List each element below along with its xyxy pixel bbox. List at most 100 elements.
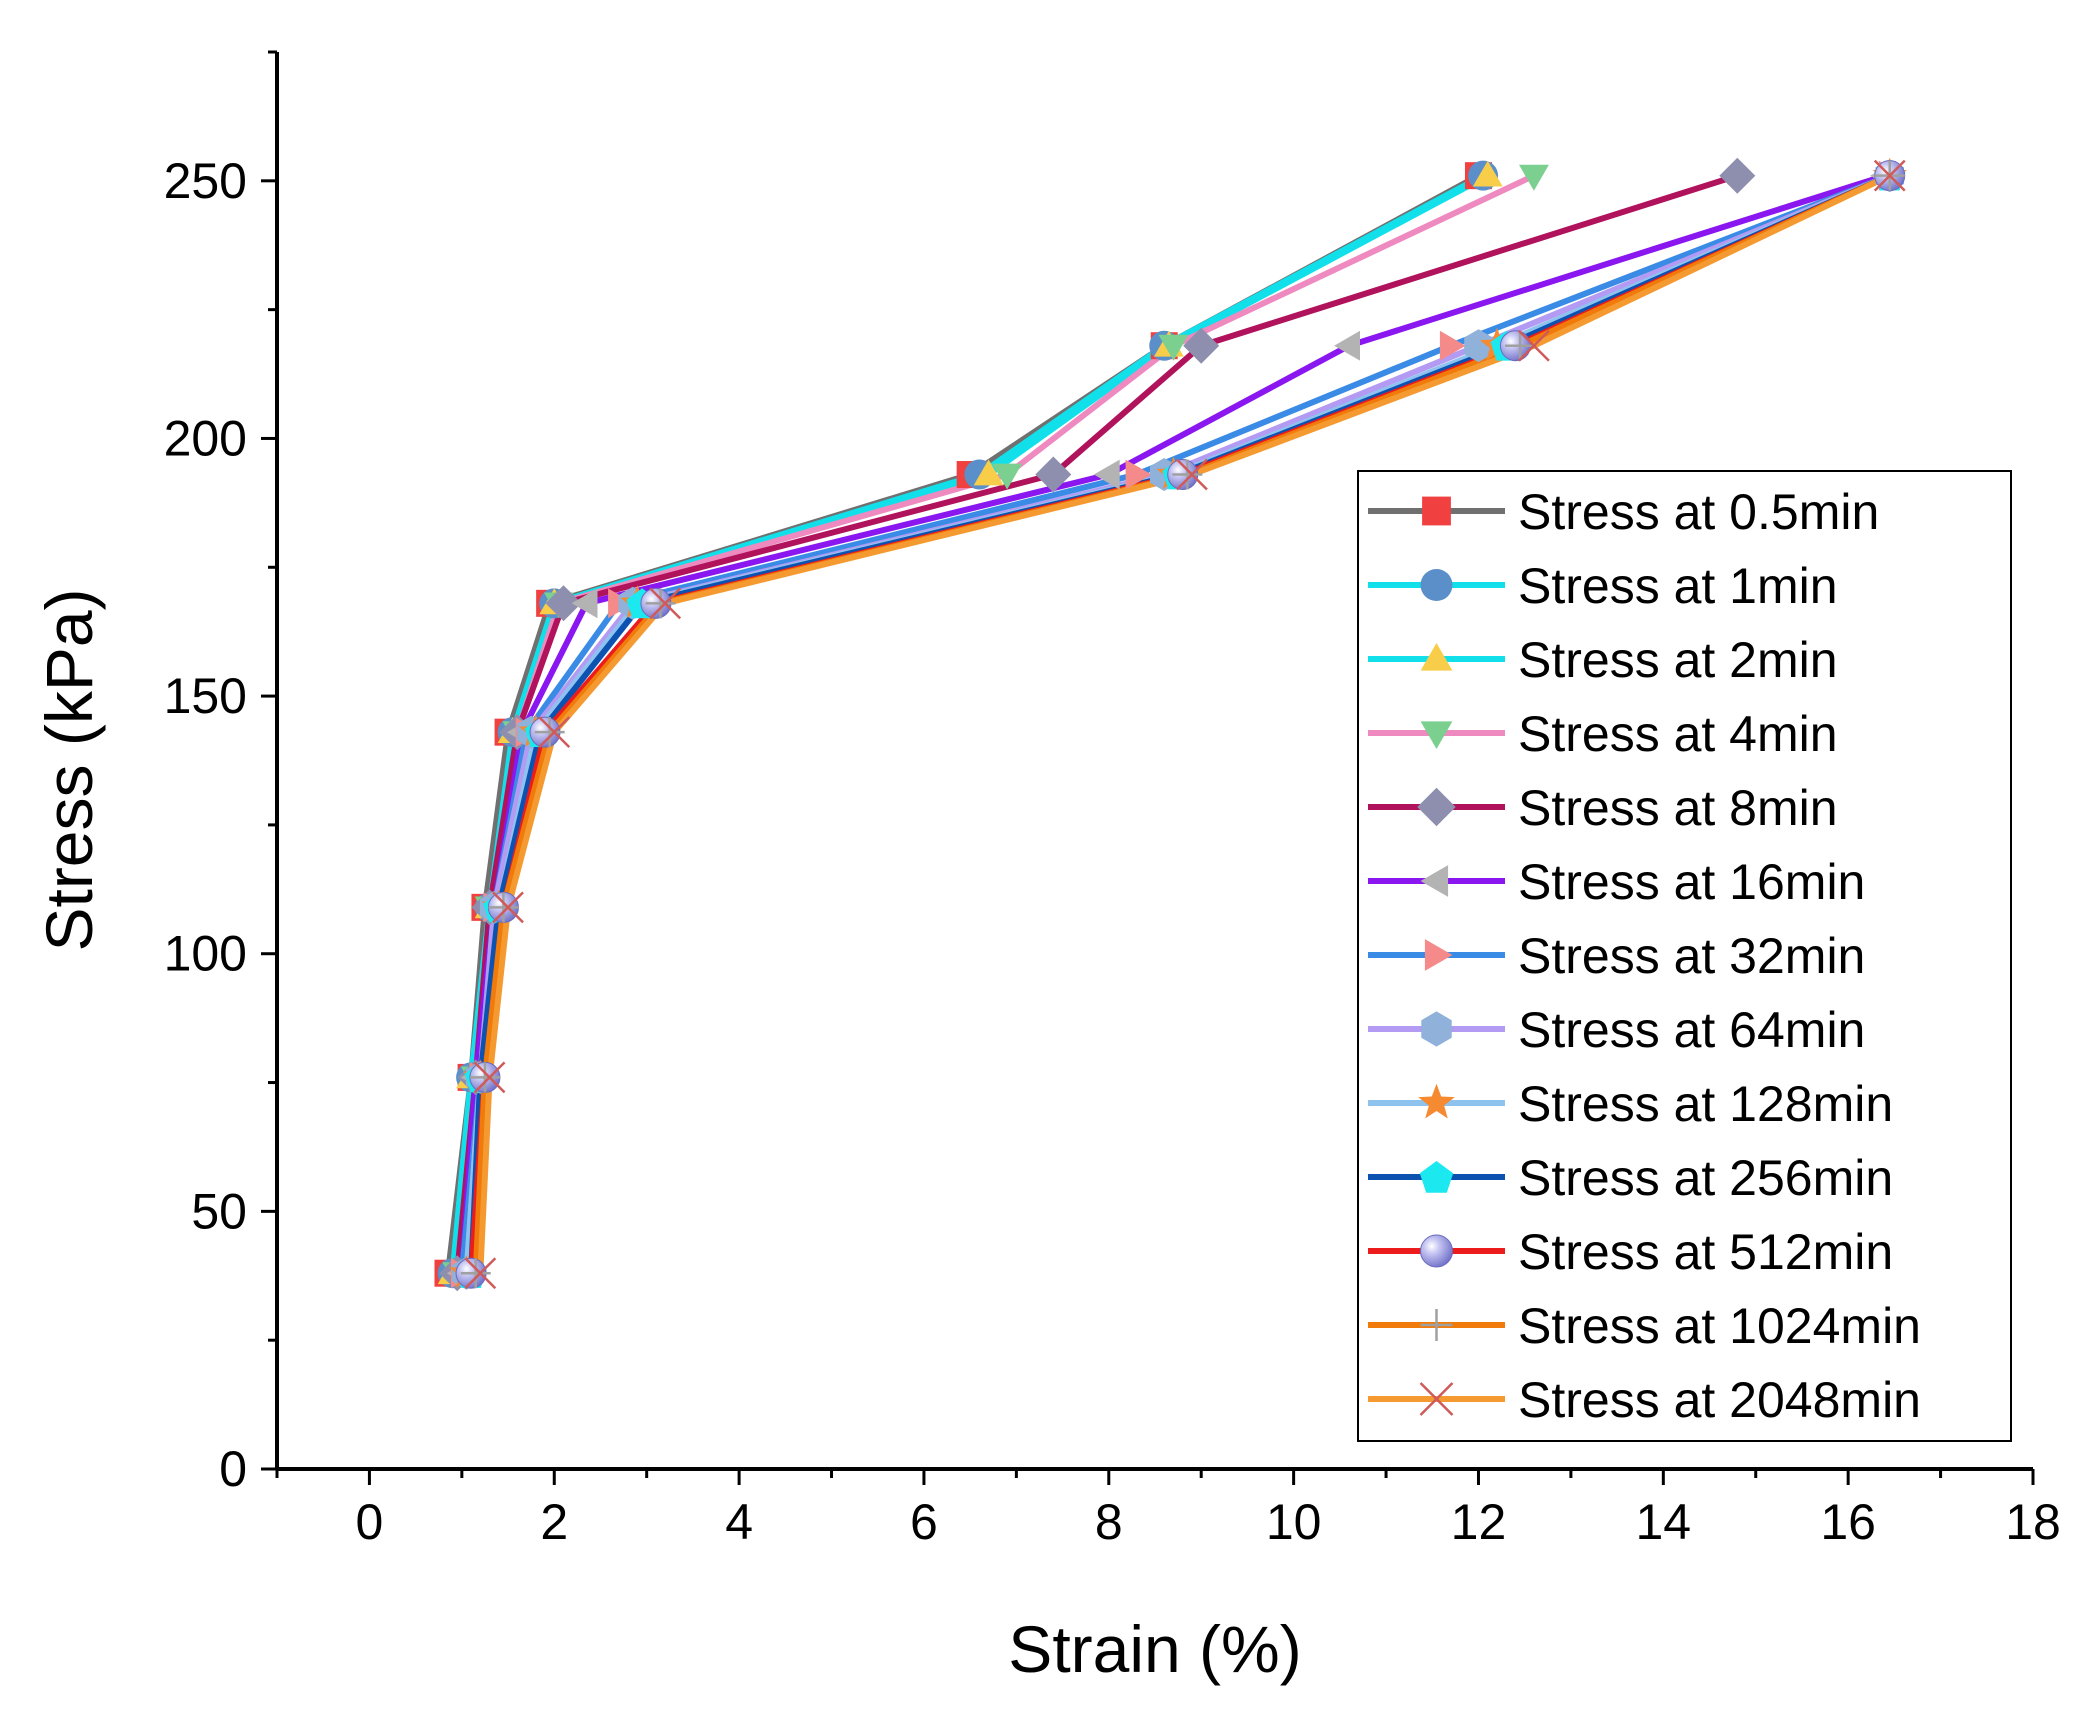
data-point — [534, 717, 565, 748]
data-point — [1093, 459, 1120, 490]
x-axis-title: Strain (%) — [1008, 1612, 1301, 1686]
legend-item: Stress at 0.5min — [1368, 484, 1879, 540]
y-tick-label: 200 — [164, 410, 247, 466]
legend-label: Stress at 128min — [1518, 1076, 1893, 1132]
legend-item: Stress at 2min — [1368, 632, 1838, 688]
legend-swatch-marker — [1417, 787, 1456, 827]
data-point — [645, 588, 676, 619]
x-ticks: 0 2 4 6 8 10 12 14 16 18 — [275, 1469, 2061, 1550]
legend-item: Stress at 1024min — [1368, 1298, 1921, 1354]
legend-item: Stress at 16min — [1368, 854, 1865, 910]
y-ticks: 0 50 100 150 200 250 — [164, 50, 277, 1497]
legend-swatch-marker — [1421, 1011, 1452, 1047]
y-tick-label: 250 — [164, 153, 247, 209]
data-point — [460, 1258, 491, 1289]
series-markers-11 — [460, 160, 1905, 1289]
data-point — [1158, 334, 1189, 361]
legend-swatch-marker — [1420, 721, 1453, 749]
x-tick-label: 8 — [1095, 1494, 1123, 1550]
data-point — [545, 585, 582, 622]
legend-label: Stress at 32min — [1518, 928, 1865, 984]
data-point — [473, 1061, 506, 1094]
series-11 — [472, 172, 1891, 1274]
data-point — [538, 716, 571, 749]
data-point — [973, 459, 1004, 486]
data-point — [1518, 329, 1550, 362]
x-tick-label: 2 — [540, 1494, 568, 1550]
series-line — [445, 173, 1480, 1274]
series-markers-2 — [437, 160, 1503, 1285]
y-tick-label: 50 — [191, 1183, 247, 1239]
legend-swatch-marker — [1422, 496, 1451, 526]
y-tick-label: 150 — [164, 668, 247, 724]
data-point — [1873, 159, 1906, 192]
legend-label: Stress at 2048min — [1518, 1372, 1921, 1428]
data-point — [1464, 329, 1493, 363]
x-tick-label: 4 — [725, 1494, 753, 1550]
legend-item: Stress at 2048min — [1368, 1372, 1921, 1428]
legend-swatch-marker — [1420, 643, 1453, 671]
series-line — [477, 172, 1891, 1274]
legend-label: Stress at 1024min — [1518, 1298, 1921, 1354]
legend-items: Stress at 0.5min Stress at 1min Stress at … — [1368, 484, 1921, 1428]
series-2 — [449, 173, 1490, 1274]
legend-swatch-marker — [1424, 939, 1453, 971]
data-point — [492, 891, 524, 924]
legend-swatch-marker — [1419, 1382, 1454, 1416]
x-tick-label: 0 — [356, 1494, 384, 1550]
legend-swatch-marker — [1420, 1309, 1453, 1341]
series-5 — [458, 172, 1887, 1274]
data-point — [488, 892, 519, 923]
legend-label: Stress at 4min — [1518, 706, 1838, 762]
y-tick-label: 0 — [219, 1441, 247, 1497]
data-point — [649, 587, 682, 620]
series-markers-12 — [464, 159, 1906, 1290]
data-point — [1172, 459, 1203, 490]
data-point — [1472, 160, 1503, 187]
x-tick-label: 12 — [1451, 1494, 1507, 1550]
y-tick-label: 100 — [164, 926, 247, 982]
legend-label: Stress at 16min — [1518, 854, 1865, 910]
data-point — [1334, 330, 1360, 361]
legend-item: Stress at 32min — [1368, 928, 1865, 984]
legend-swatch-marker — [1419, 1161, 1454, 1193]
y-axis-title: Stress (kPa) — [32, 588, 106, 951]
data-point — [1519, 164, 1549, 191]
x-tick-label: 6 — [910, 1494, 938, 1550]
data-point — [1505, 330, 1536, 361]
legend-label: Stress at 0.5min — [1518, 484, 1879, 540]
legend-item: Stress at 128min — [1368, 1076, 1893, 1132]
series-markers-0 — [434, 162, 1492, 1287]
x-tick-label: 10 — [1266, 1494, 1322, 1550]
data-point — [469, 1062, 500, 1093]
legend-item: Stress at 256min — [1368, 1150, 1893, 1206]
series-line — [468, 172, 1891, 1274]
legend-label: Stress at 256min — [1518, 1150, 1893, 1206]
x-tick-label: 14 — [1636, 1494, 1692, 1550]
legend-label: Stress at 64min — [1518, 1002, 1865, 1058]
legend-swatch-marker — [1420, 569, 1453, 601]
legend-swatch-marker — [1420, 1234, 1453, 1268]
legend-label: Stress at 1min — [1518, 558, 1838, 614]
x-tick-label: 16 — [1820, 1494, 1876, 1550]
legend-swatch-marker — [1418, 1083, 1455, 1119]
data-point — [1719, 157, 1756, 194]
data-point — [464, 1257, 497, 1290]
series-line — [449, 173, 1490, 1274]
legend-item: Stress at 8min — [1368, 780, 1838, 836]
data-point — [992, 463, 1023, 490]
axes: 0 2 4 6 8 10 12 14 16 18 0 50 100 150 200 250 Strain (… — [32, 50, 2061, 1686]
data-point — [1035, 456, 1072, 493]
series-9 — [468, 172, 1891, 1274]
legend-item: Stress at 1min — [1368, 558, 1838, 614]
legend-item: Stress at 512min — [1368, 1224, 1893, 1280]
series-markers-1 — [437, 160, 1499, 1289]
series-line — [472, 172, 1891, 1274]
legend-label: Stress at 8min — [1518, 780, 1838, 836]
series-1 — [449, 173, 1485, 1274]
legend-swatch-marker — [1420, 865, 1449, 897]
data-point — [1183, 327, 1220, 364]
series-12 — [477, 172, 1891, 1274]
data-point — [1125, 459, 1152, 490]
